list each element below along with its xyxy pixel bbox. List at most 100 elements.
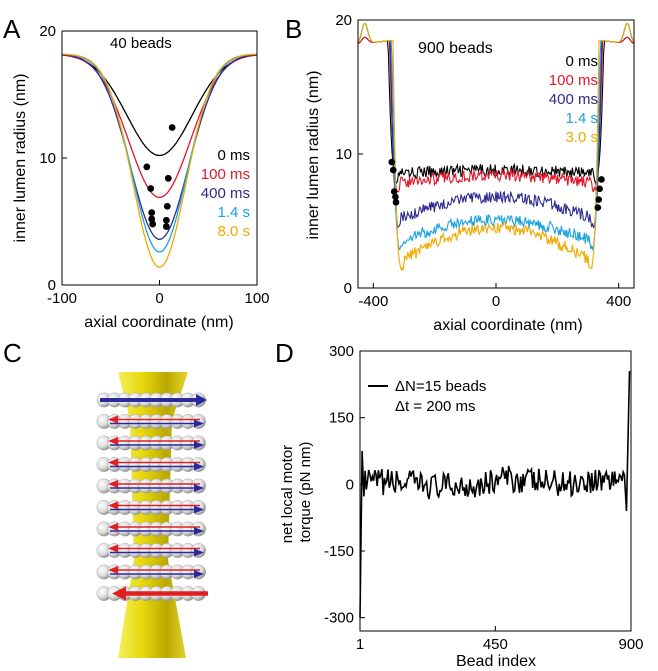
chart-d-ticks: 1 450 900 -300 -150 0 150 300 bbox=[324, 343, 644, 653]
chart-a: 40 beads 0 ms 100 ms 400 ms 1.4 s 8.0 s -100… bbox=[12, 23, 270, 331]
chart-b-legend-entry: 1.4 s bbox=[565, 110, 598, 127]
chart-b-xtick-label: 400 bbox=[606, 293, 631, 310]
chart-a-marker bbox=[162, 223, 170, 230]
chart-a-marker bbox=[164, 174, 172, 182]
chart-b-xtick-label: -400 bbox=[358, 293, 388, 310]
chart-b-marker bbox=[598, 176, 605, 183]
arrow-head bbox=[108, 523, 118, 531]
arrow-head bbox=[194, 441, 204, 449]
chart-d-ytick-label: -300 bbox=[324, 610, 354, 627]
chart-a-legend-entry: 0 ms bbox=[217, 147, 250, 164]
chart-d-ylabel: net local motor torque (pN nm) bbox=[279, 441, 314, 544]
chart-a-ytick-label: 0 bbox=[48, 277, 56, 294]
chart-a-legend-entry: 8.0 s bbox=[217, 223, 250, 240]
chart-b-series-line bbox=[357, 22, 635, 230]
chart-a-marker bbox=[163, 202, 171, 210]
arrow-head bbox=[194, 462, 204, 471]
motor-bead-illustration bbox=[96, 372, 208, 658]
chart-a-legend: 0 ms 100 ms 400 ms 1.4 s 8.0 s bbox=[201, 147, 250, 240]
chart-b-marker bbox=[594, 204, 602, 211]
chart-a-ytick-label: 10 bbox=[39, 150, 56, 167]
chart-b-legend-entry: 100 ms bbox=[549, 72, 598, 89]
chart-d-ytick-label: 0 bbox=[346, 476, 354, 493]
chart-d-plot bbox=[359, 370, 631, 618]
chart-a-ytick-label: 20 bbox=[39, 23, 56, 40]
arrow-head bbox=[108, 437, 118, 445]
chart-b-plot bbox=[357, 22, 635, 271]
arrow-head bbox=[108, 480, 118, 488]
chart-a-marker bbox=[148, 209, 156, 217]
chart-a-marker bbox=[168, 124, 176, 131]
chart-a-marker bbox=[143, 163, 151, 171]
arrow-head bbox=[194, 570, 204, 578]
chart-b-ticks: -400 0 400 0 10 20 bbox=[335, 12, 631, 310]
chart-b-marker bbox=[389, 166, 397, 174]
chart-b-marker bbox=[392, 193, 399, 201]
arrow-head bbox=[194, 484, 204, 492]
chart-a-series-line bbox=[61, 53, 258, 253]
chart-a-legend-entry: 1.4 s bbox=[217, 204, 250, 221]
arrow-head bbox=[194, 419, 204, 428]
chart-d-ylabel-line: net local motor bbox=[279, 445, 296, 543]
chart-b-ylabel: inner lumen radius (nm) bbox=[305, 71, 322, 240]
chart-d-ytick-label: -150 bbox=[324, 543, 354, 560]
chart-b-legend: 0 ms 100 ms 400 ms 1.4 s 3.0 s bbox=[549, 53, 598, 146]
chart-b-marker bbox=[595, 196, 603, 203]
chart-a-marker bbox=[147, 185, 155, 192]
chart-a-marker bbox=[149, 220, 157, 228]
chart-a-series-line bbox=[61, 53, 258, 240]
arrow-head bbox=[194, 527, 204, 535]
arrow-head bbox=[112, 586, 126, 601]
chart-b-annotation: 900 beads bbox=[418, 40, 493, 57]
chart-d: ΔN=15 beads Δt = 200 ms 1 450 900 -300 -150 0… bbox=[279, 343, 644, 670]
chart-a-series-line bbox=[61, 54, 258, 157]
chart-b-marker bbox=[390, 188, 398, 195]
chart-d-ytick-label: 150 bbox=[329, 410, 354, 427]
chart-b-ytick-label: 20 bbox=[335, 12, 352, 29]
chart-b-legend-entry: 3.0 s bbox=[565, 129, 598, 146]
chart-a-annotation: 40 beads bbox=[110, 35, 172, 52]
chart-d-legend: ΔN=15 beads Δt = 200 ms bbox=[368, 378, 486, 415]
chart-b-marker bbox=[392, 198, 400, 206]
chart-b: 900 beads 0 ms 100 ms 400 ms 1.4 s 3.0 s -40… bbox=[305, 12, 635, 334]
chart-a-legend-entry: 100 ms bbox=[201, 166, 250, 183]
chart-b-xlabel: axial coordinate (nm) bbox=[433, 317, 582, 334]
chart-d-xtick-label: 1 bbox=[356, 636, 364, 653]
chart-b-legend-entry: 400 ms bbox=[549, 91, 598, 108]
chart-b-marker bbox=[388, 158, 396, 166]
chart-b-ytick-label: 10 bbox=[335, 146, 352, 163]
chart-a-xlabel: axial coordinate (nm) bbox=[84, 314, 233, 331]
arrow-head bbox=[108, 544, 118, 553]
chart-a-marker bbox=[162, 216, 170, 224]
chart-a-marker bbox=[148, 215, 156, 223]
chart-d-xtick-label: 450 bbox=[483, 636, 508, 653]
arrow-head bbox=[108, 458, 118, 467]
chart-d-legend-entry: ΔN=15 beads bbox=[395, 378, 486, 395]
panel-label-a: A bbox=[3, 14, 21, 44]
arrow-head bbox=[108, 415, 118, 424]
arrow-head bbox=[196, 394, 207, 406]
chart-a-xtick-label: 0 bbox=[155, 290, 163, 307]
chart-d-ylabel-line: torque (pN nm) bbox=[297, 442, 314, 543]
chart-b-legend-entry: 0 ms bbox=[565, 53, 598, 70]
arrow-head bbox=[194, 505, 204, 514]
chart-d-xlabel: Bead index bbox=[456, 653, 536, 670]
chart-a-ylabel: inner lumen radius (nm) bbox=[12, 74, 29, 243]
chart-b-series-line bbox=[357, 36, 635, 193]
bead-rings bbox=[96, 392, 208, 601]
panel-label-d: D bbox=[275, 338, 294, 368]
chart-a-legend-entry: 400 ms bbox=[201, 185, 250, 202]
chart-a-plot bbox=[61, 53, 258, 268]
chart-a-xtick-label: 100 bbox=[244, 290, 269, 307]
arrow-head bbox=[108, 566, 118, 574]
chart-b-ytick-label: 0 bbox=[344, 280, 352, 297]
chart-a-series-line bbox=[62, 53, 257, 268]
chart-b-xtick-label: 0 bbox=[492, 293, 500, 310]
arrow-head bbox=[108, 501, 118, 510]
panel-label-c: C bbox=[3, 338, 22, 368]
chart-d-ytick-label: 300 bbox=[329, 343, 354, 360]
panel-label-b: B bbox=[285, 14, 302, 44]
chart-b-series-line bbox=[357, 22, 635, 271]
chart-d-series-line bbox=[359, 370, 631, 618]
